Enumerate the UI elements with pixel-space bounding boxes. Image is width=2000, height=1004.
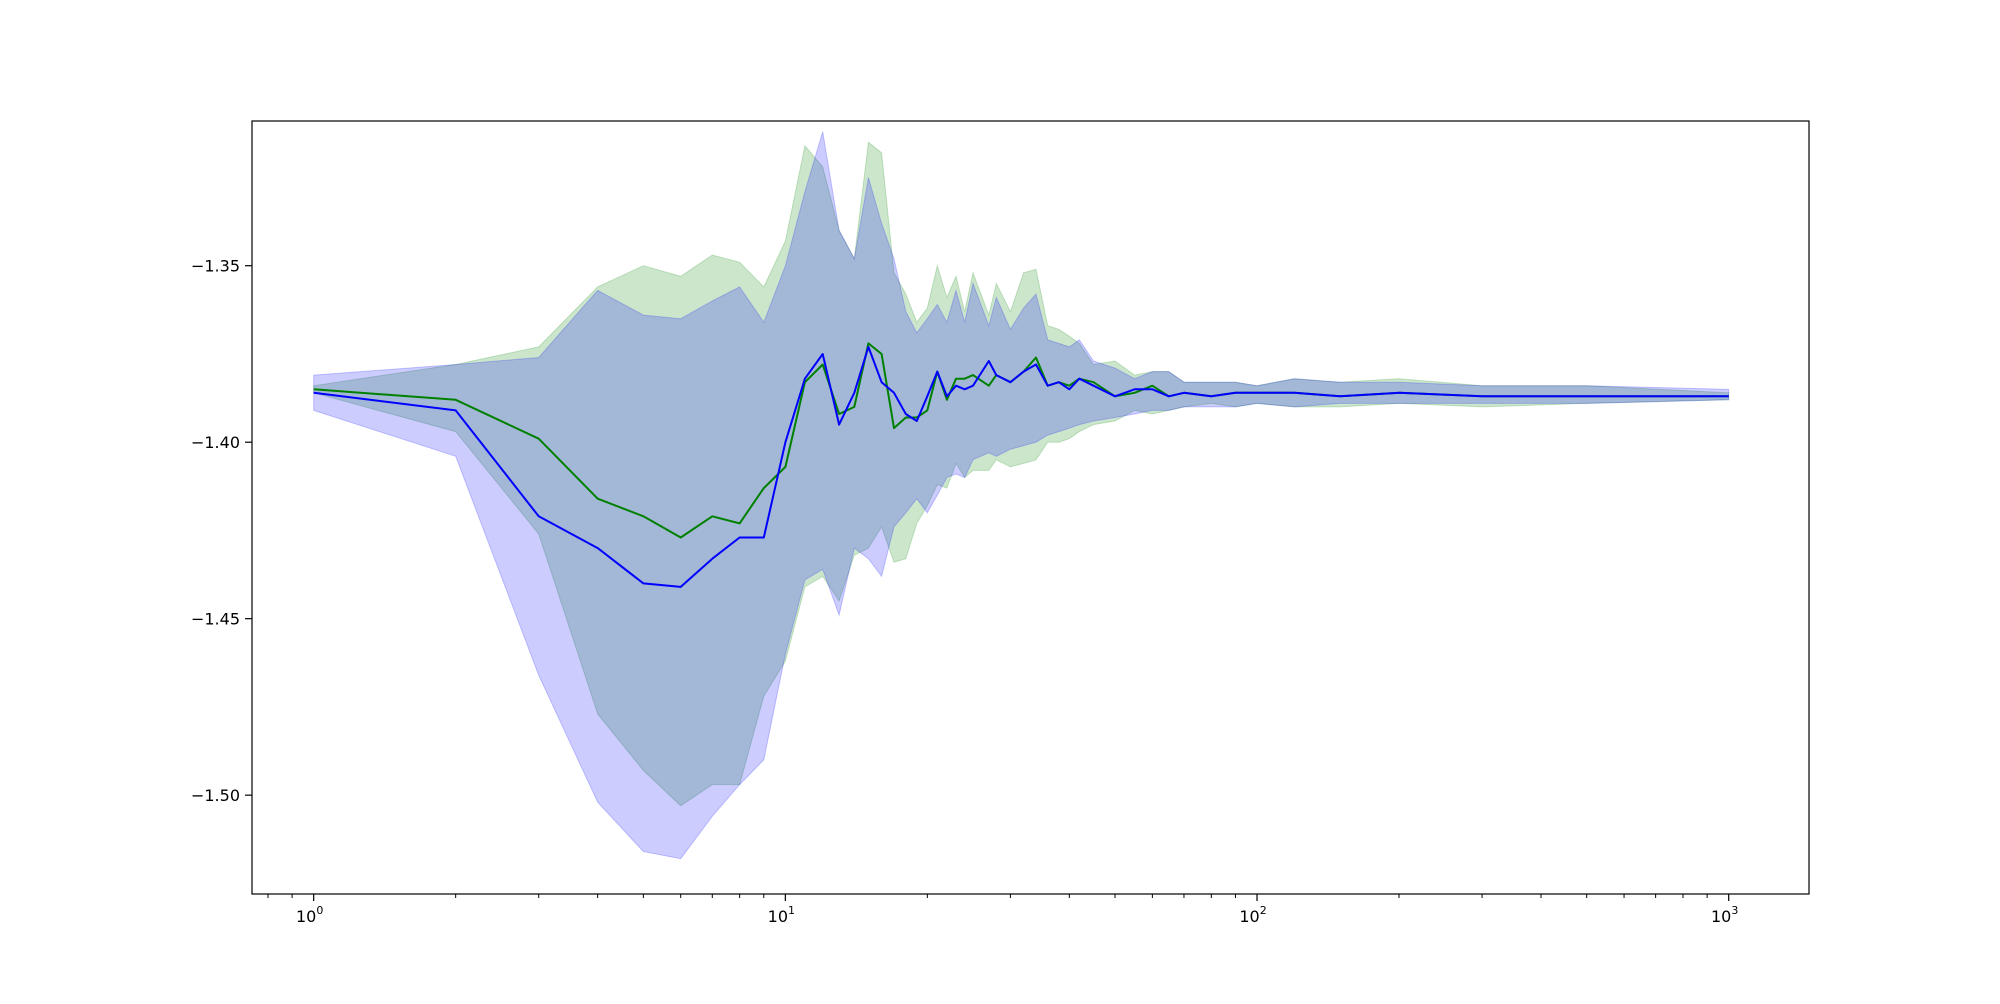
x-tick-label: 103 bbox=[1711, 904, 1738, 926]
x-tick-label: 101 bbox=[768, 904, 795, 926]
y-tick-label: −1.40 bbox=[191, 433, 240, 452]
series-lines bbox=[313, 342, 1729, 588]
x-axis: 100 101 102 103 bbox=[267, 894, 1738, 926]
y-tick-label: −1.45 bbox=[191, 610, 240, 629]
x-tick-label: 100 bbox=[296, 904, 323, 926]
series-1-band bbox=[313, 141, 1730, 807]
series-2-line bbox=[313, 345, 1729, 588]
y-tick-label: −1.50 bbox=[191, 786, 240, 805]
series-2-band bbox=[313, 131, 1730, 860]
y-axis: −1.35 −1.40 −1.45 −1.50 bbox=[191, 257, 252, 805]
x-tick-label: 102 bbox=[1239, 904, 1266, 926]
y-tick-label: −1.35 bbox=[191, 257, 240, 276]
plot-frame bbox=[251, 120, 1810, 895]
confidence-bands bbox=[313, 131, 1730, 860]
